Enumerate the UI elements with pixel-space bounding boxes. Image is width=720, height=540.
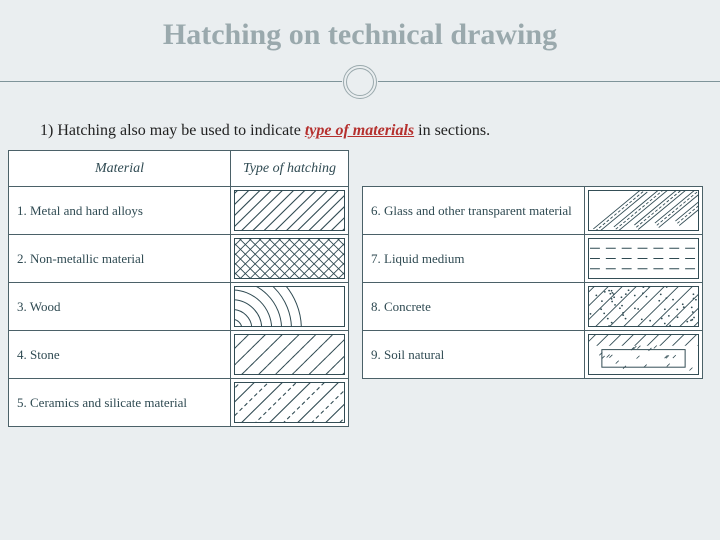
material-label: 8. Concrete xyxy=(363,283,585,331)
material-label: 5. Ceramics and silicate material xyxy=(9,379,231,427)
page-title: Hatching on technical drawing xyxy=(163,18,557,52)
table-row: 7. Liquid medium xyxy=(363,235,703,283)
material-label: 6. Glass and other transparent material xyxy=(363,187,585,235)
intro-text: 1) Hatching also may be used to indicate… xyxy=(40,122,680,140)
header-hatch: Type of hatching xyxy=(231,151,349,187)
intro-prefix: 1) Hatching also may be used to indicate xyxy=(40,122,305,139)
ring-icon xyxy=(342,64,378,100)
table-row: 6. Glass and other transparent material xyxy=(363,187,703,235)
intro-suffix: in sections. xyxy=(414,122,490,139)
hatch-swatch xyxy=(231,187,349,235)
intro-emphasis: type of materials xyxy=(305,122,414,139)
table-row: 2. Non-metallic material xyxy=(9,235,349,283)
materials-table-left: Material Type of hatching 1. Metal and h… xyxy=(8,150,349,427)
hatch-swatch xyxy=(231,331,349,379)
hatch-swatch xyxy=(231,379,349,427)
material-label: 1. Metal and hard alloys xyxy=(9,187,231,235)
hatch-swatch xyxy=(585,283,703,331)
table-row: 1. Metal and hard alloys xyxy=(9,187,349,235)
header-material: Material xyxy=(9,151,231,187)
hatch-swatch xyxy=(585,235,703,283)
table-row: 8. Concrete xyxy=(363,283,703,331)
material-label: 9. Soil natural xyxy=(363,331,585,379)
materials-table-right: 6. Glass and other transparent material … xyxy=(362,186,703,379)
hatch-swatch xyxy=(231,235,349,283)
decorative-divider xyxy=(0,64,720,100)
material-label: 3. Wood xyxy=(9,283,231,331)
hatch-swatch xyxy=(585,331,703,379)
hatch-swatch xyxy=(585,187,703,235)
table-row: 4. Stone xyxy=(9,331,349,379)
table-row: 5. Ceramics and silicate material xyxy=(9,379,349,427)
material-label: 7. Liquid medium xyxy=(363,235,585,283)
hatch-swatch xyxy=(231,283,349,331)
material-label: 4. Stone xyxy=(9,331,231,379)
table-row: 3. Wood xyxy=(9,283,349,331)
table-row: 9. Soil natural xyxy=(363,331,703,379)
material-label: 2. Non-metallic material xyxy=(9,235,231,283)
